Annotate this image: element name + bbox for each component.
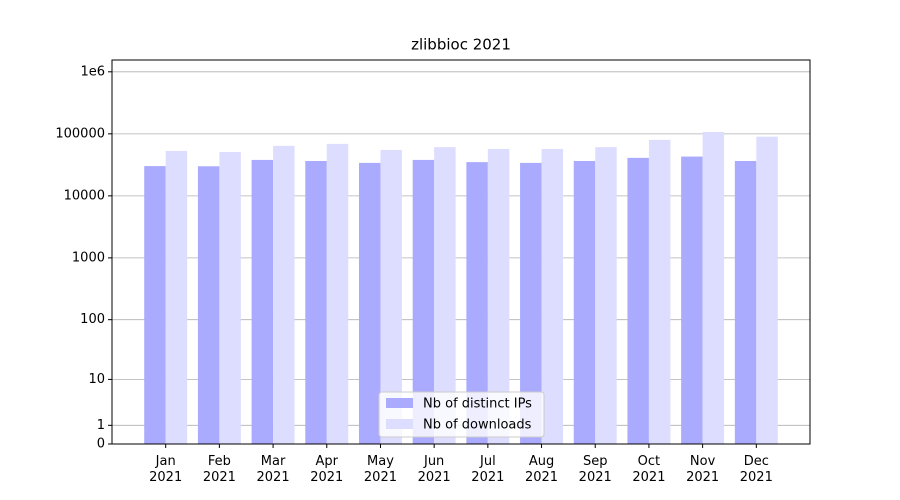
- bar: [412, 159, 435, 445]
- x-tick-label: Dec 2021: [740, 454, 773, 485]
- x-tick-label: Jan 2021: [149, 454, 182, 485]
- y-tick-label: 10: [88, 372, 105, 387]
- plot-frame: [111, 59, 811, 445]
- x-tick-label: Nov 2021: [686, 454, 719, 485]
- y-tick-label: 1: [97, 418, 105, 433]
- bar: [756, 136, 778, 444]
- bar: [273, 145, 295, 445]
- bar: [487, 148, 510, 444]
- bar: [541, 148, 564, 444]
- x-tick-label: Mar 2021: [257, 454, 290, 485]
- bar: [734, 160, 757, 445]
- y-tick-label: 100000: [55, 126, 105, 141]
- bar: [380, 149, 402, 444]
- legend-swatch: [386, 419, 413, 429]
- y-tick-label: 10000: [64, 188, 105, 203]
- legend-box: [378, 391, 545, 438]
- legend-swatch: [386, 398, 413, 408]
- x-tick-label: Apr 2021: [310, 454, 343, 485]
- legend-label: Nb of distinct IPs: [423, 397, 532, 412]
- bar: [434, 147, 456, 444]
- y-tick-label: 1000: [72, 250, 105, 265]
- bar: [595, 147, 617, 444]
- bar: [326, 143, 349, 444]
- y-tick-label: 1e6: [80, 64, 105, 79]
- bar: [358, 162, 381, 444]
- bar: [573, 160, 596, 445]
- x-tick-label: Jul 2021: [471, 454, 504, 485]
- legend-label: Nb of downloads: [423, 418, 532, 433]
- bar: [681, 156, 703, 444]
- bar: [165, 150, 188, 444]
- bar: [520, 162, 542, 444]
- x-tick-label: May 2021: [364, 454, 397, 485]
- x-tick-label: Jun 2021: [418, 454, 451, 485]
- bar: [144, 166, 166, 444]
- bar: [627, 157, 649, 444]
- bar: [197, 166, 220, 444]
- bar: [305, 160, 327, 445]
- y-tick-label: 0: [97, 437, 105, 452]
- x-tick-label: Aug 2021: [525, 454, 558, 485]
- bar: [648, 139, 671, 444]
- bar: [251, 159, 274, 445]
- bar: [702, 132, 725, 444]
- bar: [219, 151, 241, 445]
- bar: [466, 162, 488, 445]
- x-tick-label: Feb 2021: [203, 454, 236, 485]
- y-tick-label: 100: [80, 312, 105, 327]
- chart-title: zlibbioc 2021: [411, 36, 511, 54]
- x-tick-label: Sep 2021: [579, 454, 612, 485]
- x-tick-label: Oct 2021: [632, 454, 665, 485]
